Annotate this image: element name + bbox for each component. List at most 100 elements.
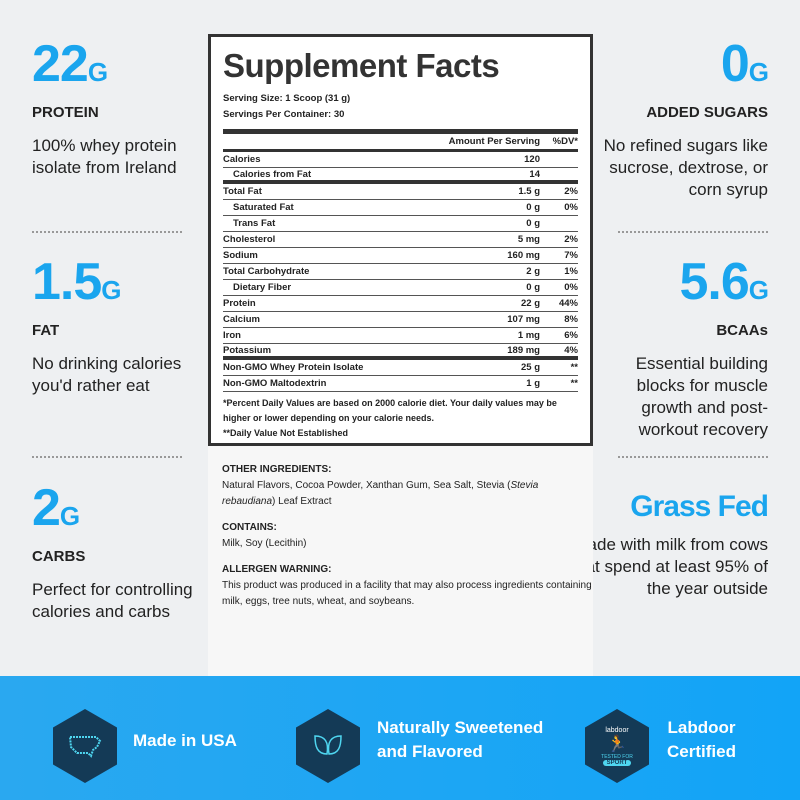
text: ) Leaf Extract (272, 496, 332, 507)
contains-heading: CONTAINS: (222, 522, 277, 533)
facts-cell: 25 g (520, 362, 540, 373)
stat-grass-fed: Grass Fed Made with milk from cows that … (568, 490, 769, 600)
facts-row: Calcium 107 mg 8% (223, 312, 578, 328)
facts-cell: Potassium (223, 344, 272, 356)
facts-cell: 1% (564, 266, 578, 277)
facts-cell: 0% (564, 282, 578, 293)
tested-for: TESTED FOR (601, 753, 633, 760)
facts-row: Non-GMO Whey Protein Isolate 25 g ** (223, 360, 578, 376)
facts-cell: 5 mg (517, 234, 540, 245)
facts-cell: 22 g (520, 298, 540, 309)
stat-unit: G (748, 275, 769, 305)
facts-row: Sodium 160 mg 7% (223, 248, 578, 264)
facts-cell: Calcium (223, 314, 260, 325)
facts-cell: 0 g (526, 202, 540, 213)
facts-cell: 14 (529, 168, 540, 180)
facts-row: Calories from Fat 14 (223, 168, 578, 184)
stat-desc: Perfect for controlling calories and car… (32, 580, 193, 621)
stat-label: FAT (32, 322, 60, 339)
text: Natural Flavors, Cocoa Powder, Xanthan G… (222, 480, 511, 491)
divider (32, 231, 182, 233)
facts-cell: 2% (564, 234, 578, 245)
col-dv: %DV* (552, 136, 578, 147)
servings-per-container: Servings Per Container: 30 (223, 109, 345, 120)
facts-cell: Dietary Fiber (233, 282, 292, 293)
stat-unit: G (87, 57, 108, 87)
footnote: **Daily Value Not Established (223, 428, 349, 438)
facts-cell: 44% (558, 298, 578, 309)
other-ingredients-text: Natural Flavors, Cocoa Powder, Xanthan G… (222, 478, 592, 510)
facts-cell: 6% (564, 330, 578, 341)
facts-cell: 0 g (526, 282, 540, 293)
stat-desc: No drinking calories you'd rather eat (32, 354, 182, 395)
divider (32, 456, 182, 458)
stat-unit: G (59, 501, 80, 531)
facts-cell: 120 (524, 154, 540, 165)
stat-desc: 100% whey protein isolate from Ireland (32, 136, 177, 177)
stat-value: 0 (720, 35, 750, 93)
stat-label: PROTEIN (32, 104, 99, 121)
facts-cell: 0 g (526, 218, 540, 229)
divider (618, 231, 768, 233)
facts-cell: Trans Fat (233, 218, 276, 229)
stat-added-sugars: 0G ADDED SUGARS No refined sugars like s… (588, 35, 769, 201)
facts-row: Total Carbohydrate 2 g 1% (223, 264, 578, 280)
facts-cell: 0% (564, 202, 578, 213)
serving-size: Serving Size: 1 Scoop (31 g) (223, 93, 351, 104)
divider (618, 456, 768, 458)
facts-row: Total Fat 1.5 g 2% (223, 184, 578, 200)
facts-row: Saturated Fat 0 g 0% (223, 200, 578, 216)
facts-cell: 107 mg (507, 314, 540, 325)
stat-value: 5.6 (679, 253, 749, 311)
facts-cell: Calories from Fat (233, 168, 312, 180)
badge-made-in-usa: Made in USA (133, 731, 237, 750)
facts-cell: 8% (564, 314, 578, 325)
facts-cell: Protein (223, 298, 256, 309)
facts-cell: 7% (564, 250, 578, 261)
facts-cell: 160 mg (507, 250, 540, 261)
facts-cell: Non-GMO Whey Protein Isolate (223, 362, 364, 373)
facts-header: Amount Per Serving %DV* (223, 134, 578, 152)
facts-cell: 2% (564, 186, 578, 197)
stat-bcaas: 5.6G BCAAs Essential building blocks for… (588, 253, 769, 441)
badge-text: Labdoor (667, 718, 736, 737)
facts-row: Cholesterol 5 mg 2% (223, 232, 578, 248)
stat-carbs: 2G CARBS Perfect for controlling calorie… (32, 482, 212, 623)
feature-band (0, 676, 800, 800)
facts-title: Supplement Facts (223, 47, 500, 84)
sport-label: SPORT (602, 759, 632, 766)
stat-value: Grass Fed (630, 490, 769, 523)
text: Stevia rebaudiana (222, 480, 539, 507)
facts-cell: Total Fat (223, 186, 262, 197)
col-amount: Amount Per Serving (448, 136, 540, 147)
stat-value: 22 (32, 35, 89, 93)
stat-label: ADDED SUGARS (646, 104, 768, 121)
contains-text: Milk, Soy (Lecithin) (222, 538, 307, 549)
facts-cell: Iron (223, 330, 241, 341)
facts-row: Trans Fat 0 g (223, 216, 578, 232)
stat-desc: Made with milk from cows that spend at l… (571, 535, 768, 598)
badge-text: Certified (667, 742, 736, 761)
footnote: *Percent Daily Values are based on 2000 … (223, 398, 557, 423)
facts-row: Dietary Fiber 0 g 0% (223, 280, 578, 296)
stat-desc: No refined sugars like sucrose, dextrose… (603, 136, 768, 199)
facts-row: Calories 120 (223, 152, 578, 168)
badge-text: Naturally Sweetened (377, 718, 544, 737)
stat-value: 1.5 (32, 253, 102, 311)
stat-unit: G (748, 57, 769, 87)
facts-cell: Non-GMO Maltodextrin (223, 378, 327, 389)
stat-unit: G (101, 275, 121, 305)
facts-cell: 1.5 g (518, 186, 540, 197)
facts-cell: Saturated Fat (233, 202, 294, 213)
facts-row: Protein 22 g 44% (223, 296, 578, 312)
facts-cell: Sodium (223, 250, 258, 261)
facts-cell: 189 mg (507, 344, 540, 356)
allergen-text: This product was produced in a facility … (222, 580, 592, 607)
facts-row: Iron 1 mg 6% (223, 328, 578, 344)
stat-desc: Essential building blocks for muscle gro… (635, 354, 768, 439)
supplement-facts-panel: Supplement Facts Serving Size: 1 Scoop (… (208, 34, 593, 446)
facts-cell: Cholesterol (223, 234, 276, 245)
ingredients-area (208, 446, 593, 676)
other-ingredients-heading: OTHER INGREDIENTS: (222, 464, 332, 475)
facts-cell: 1 g (526, 378, 540, 389)
